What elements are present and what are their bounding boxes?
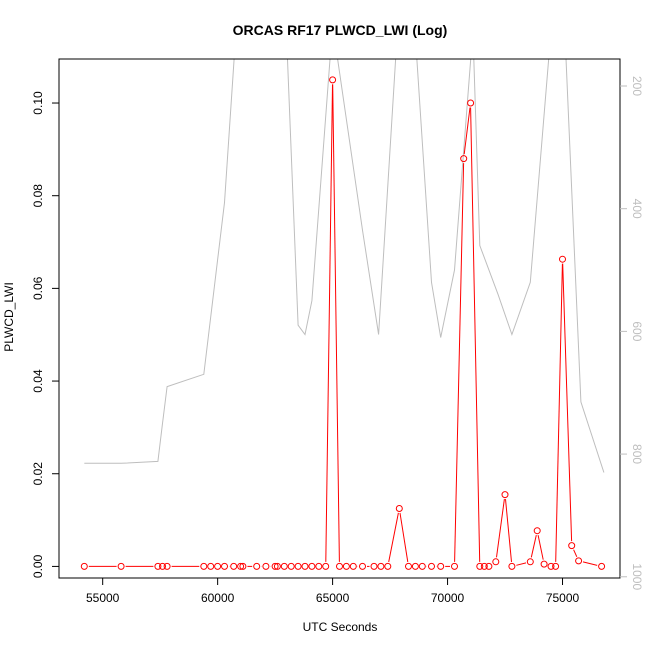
plot-frame	[58, 58, 621, 579]
x-tick-label: 60000	[201, 591, 235, 605]
data-point	[80, 562, 88, 570]
data-point	[287, 562, 295, 570]
data-point	[359, 562, 366, 570]
y-tick-label: 0.04	[31, 369, 45, 393]
y-tick-label: 0.00	[31, 554, 45, 578]
data-point	[575, 557, 583, 565]
x-tick-label: 65000	[316, 591, 350, 605]
data-point	[508, 562, 516, 570]
series-plwcd-lwi	[80, 76, 606, 570]
data-point	[301, 562, 309, 570]
series-altitude	[84, 59, 605, 473]
data-point	[342, 562, 350, 570]
series-segment	[388, 512, 399, 563]
right-tick-label: 1000	[630, 563, 644, 590]
data-point	[294, 562, 302, 570]
series-segment	[463, 107, 471, 155]
right-tick-label: 800	[630, 444, 644, 464]
data-point	[451, 562, 458, 570]
data-point	[349, 562, 357, 570]
x-tick-label: 55000	[86, 591, 120, 605]
data-point	[322, 562, 330, 570]
data-point	[598, 562, 606, 570]
data-point	[437, 562, 445, 570]
data-point	[411, 562, 419, 570]
y-axis: 0.00 0.02 0.04 0.06 0.08 0.10	[31, 91, 59, 578]
series-segment	[470, 107, 481, 562]
series-segment	[505, 499, 512, 562]
series-segment	[399, 512, 409, 563]
data-point	[405, 562, 412, 570]
data-point	[568, 542, 576, 550]
series-segment	[332, 84, 340, 562]
series-segment	[537, 534, 544, 560]
data-point	[377, 562, 385, 570]
data-point	[154, 562, 162, 570]
data-point	[159, 562, 166, 570]
data-point	[329, 76, 337, 84]
x-tick-label: 75000	[546, 591, 580, 605]
data-point	[476, 562, 484, 570]
data-point	[460, 155, 468, 163]
data-point	[262, 562, 270, 570]
data-point	[492, 558, 500, 566]
data-point	[239, 562, 247, 570]
series-segment	[325, 84, 333, 562]
data-point	[418, 562, 426, 570]
data-point	[117, 562, 125, 570]
data-point	[280, 562, 288, 570]
data-point	[552, 562, 560, 570]
series-segment	[573, 549, 578, 558]
y-tick-label: 0.10	[31, 91, 45, 115]
data-point	[501, 491, 509, 499]
data-point	[395, 505, 403, 512]
data-point	[467, 99, 475, 107]
data-point	[384, 562, 392, 570]
data-point	[230, 562, 238, 570]
y-axis-label: PLWCD_LWI	[2, 282, 16, 352]
right-tick-label: 400	[630, 199, 644, 219]
data-point	[308, 562, 316, 570]
series-segment	[516, 562, 527, 566]
y-tick-label: 0.06	[31, 276, 45, 300]
data-point	[485, 562, 493, 570]
data-point	[207, 562, 215, 570]
data-point	[533, 527, 541, 535]
data-point	[336, 562, 343, 570]
data-point	[273, 562, 281, 570]
data-point	[547, 562, 555, 570]
y-tick-label: 0.02	[31, 462, 45, 486]
x-tick-label: 70000	[431, 591, 465, 605]
series-segment	[454, 163, 465, 562]
data-point	[540, 560, 548, 568]
data-point	[526, 558, 534, 566]
data-point	[559, 255, 566, 263]
data-point	[253, 562, 261, 570]
right-tick-label: 600	[630, 321, 644, 341]
data-point	[200, 562, 208, 570]
data-point	[214, 562, 222, 570]
right-tick-label: 200	[630, 76, 644, 96]
data-point	[237, 562, 245, 570]
data-point	[428, 562, 435, 570]
data-point	[315, 562, 323, 570]
series-segment	[555, 263, 563, 562]
data-point	[221, 562, 228, 570]
series-segment	[530, 534, 537, 558]
x-axis-label: UTC Seconds	[303, 620, 378, 634]
series-segment	[582, 561, 598, 566]
chart-title: ORCAS RF17 PLWCD_LWI (Log)	[233, 22, 448, 38]
data-point	[163, 562, 171, 570]
data-point	[480, 562, 488, 570]
y-tick-label: 0.08	[31, 184, 45, 208]
right-axis: 200 400 600 800 1000	[620, 76, 644, 590]
series-segment	[496, 498, 505, 558]
data-point	[271, 562, 279, 570]
series-segment	[562, 263, 573, 542]
x-axis: 55000 60000 65000 70000 75000	[86, 578, 580, 605]
altitude-line	[84, 59, 605, 473]
data-point	[370, 562, 378, 570]
